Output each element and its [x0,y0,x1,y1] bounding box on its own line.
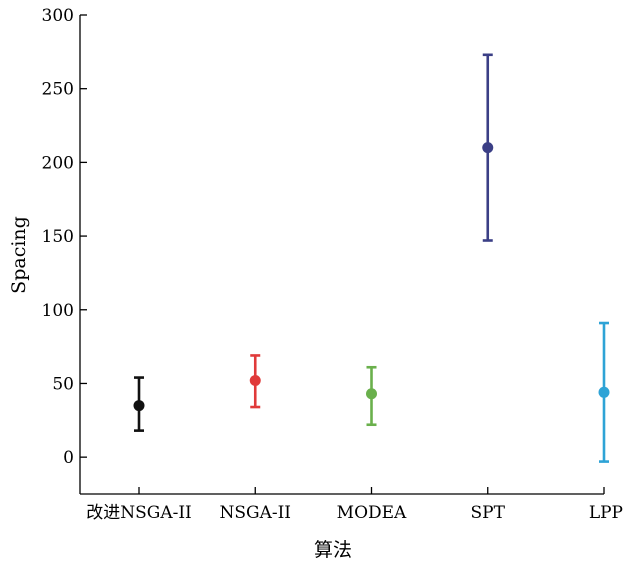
mean-point [366,388,377,400]
y-tick-label: 150 [42,227,74,247]
x-tick-label: MODEA [337,503,407,523]
y-tick-label: 100 [42,301,74,321]
y-tick-label: 200 [42,153,74,173]
x-tick-label: SPT [471,503,506,523]
axes [79,15,604,495]
y-tick-label: 250 [42,80,74,100]
x-tick-label: NSGA-II [219,503,291,523]
x-ticks: 改进NSGA-II NSGA-II MODEA SPT LPP [86,487,623,523]
mean-point [598,386,610,398]
y-tick-label: 300 [42,6,74,26]
x-tick-label: LPP [589,503,623,523]
mean-point [249,375,261,387]
y-axis-title: Spacing [8,216,30,294]
y-tick-label: 50 [52,374,74,394]
x-axis-title: 算法 [314,539,352,561]
mean-point [133,400,145,412]
x-tick-label: 改进NSGA-II [86,503,192,523]
mean-point [482,142,494,154]
y-ticks: 0 50 100 150 200 250 300 [42,6,87,468]
error-bars [133,53,610,463]
y-tick-label: 0 [63,448,74,468]
